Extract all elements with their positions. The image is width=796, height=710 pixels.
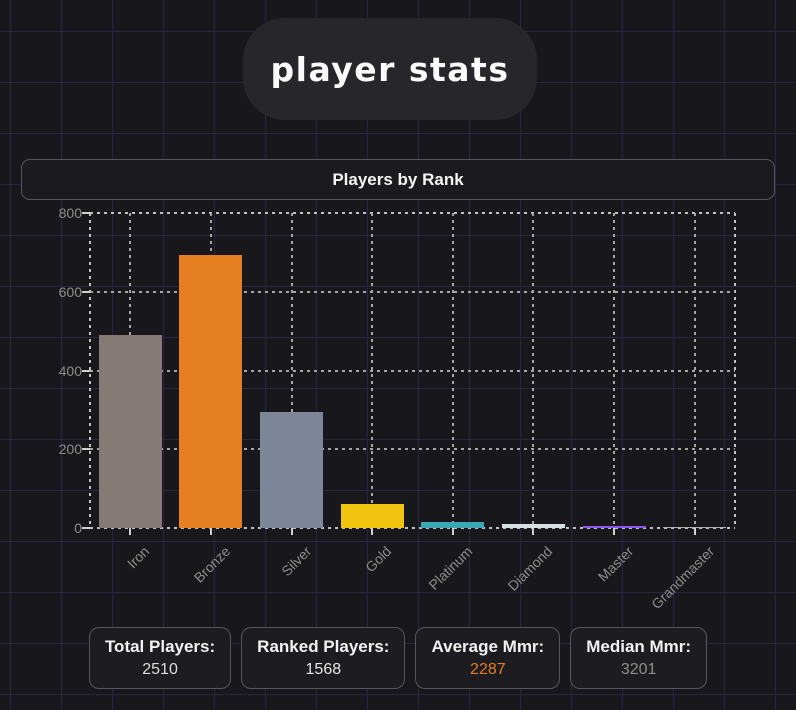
gridline-x-diamond [532,213,535,528]
stat-box-average-mmr: Average Mmr: 2287 [415,627,561,689]
bar-gold [340,504,404,528]
stat-label-ranked-players: Ranked Players: [257,637,390,656]
stat-value-average-mmr: 2287 [470,661,506,678]
gridline-x-gold [371,213,374,528]
bar-iron [98,335,162,528]
stat-value-median-mmr: 3201 [620,661,657,678]
y-axis-tick [82,527,90,529]
stat-label-median-mmr: Median Mmr: [586,637,692,656]
bar-silver [260,412,324,528]
bar-bronze [179,255,243,528]
gridline-y-600 [90,290,735,293]
y-axis-label: 0 [74,520,82,536]
stat-label-total-players: Total Players: [104,637,216,656]
bar-grandmaster [663,527,727,528]
x-axis-tick-silver [290,528,293,535]
page-title-pill: player stats [243,18,537,120]
plot-area: 0 200 400 600 800 Iron Bronze Silver Gold Platinu… [59,205,736,612]
x-axis-tick-diamond [532,528,535,535]
y-axis-tick [82,448,90,451]
x-axis-label-gold: Gold [362,543,395,576]
bar-master [582,526,646,528]
stat-box-total-players: Total Players: 2510 [88,627,232,689]
x-axis-label-master: Master [594,543,637,585]
y-axis-tick [82,369,90,372]
x-axis-tick-platinum [451,528,454,535]
page-title: player stats [270,49,510,89]
plot-border-top [90,212,735,214]
x-axis-label-silver: Silver [277,543,314,580]
x-axis-tick-bronze [209,528,212,535]
x-axis-line [90,527,735,529]
plot-border-right [734,213,736,528]
bar-diamond [501,524,565,528]
gridline-y-400 [90,369,735,372]
stat-box-ranked-players: Ranked Players: 1568 [241,627,406,689]
x-axis-tick-grandmaster [693,528,696,535]
y-axis-label: 600 [58,283,82,300]
bar-platinum [421,522,485,528]
stat-box-median-mmr: Median Mmr: 3201 [570,627,708,689]
x-axis-label-grandmaster: Grandmaster [647,543,718,613]
y-axis-tick [82,290,90,293]
x-axis-tick-gold [371,528,374,535]
x-axis-tick-master [613,528,616,535]
y-axis-label: 400 [58,362,82,379]
x-axis-label-bronze: Bronze [190,543,234,586]
y-axis-label: 200 [58,441,82,458]
gridline-x-platinum [451,213,454,528]
x-axis-label-diamond: Diamond [504,543,556,594]
gridline-y-200 [90,448,735,451]
chart-title: Players by Rank [332,169,464,189]
stat-value-total-players: 2510 [142,661,178,678]
y-axis-label: 800 [58,205,82,221]
chart-title-box: Players by Rank [21,159,775,200]
x-axis-tick-iron [129,528,132,535]
y-axis-tick [82,212,90,214]
gridline-x-silver [290,213,293,528]
gridline-x-master [613,213,616,528]
x-axis-label-iron: Iron [124,543,153,572]
gridline-x-grandmaster [693,213,696,528]
stat-label-average-mmr: Average Mmr: [431,637,545,656]
x-axis-label-platinum: Platinum [425,543,476,593]
stats-row: Total Players: 2510 Ranked Players: 1568… [0,627,796,689]
stat-value-ranked-players: 1568 [305,661,342,678]
